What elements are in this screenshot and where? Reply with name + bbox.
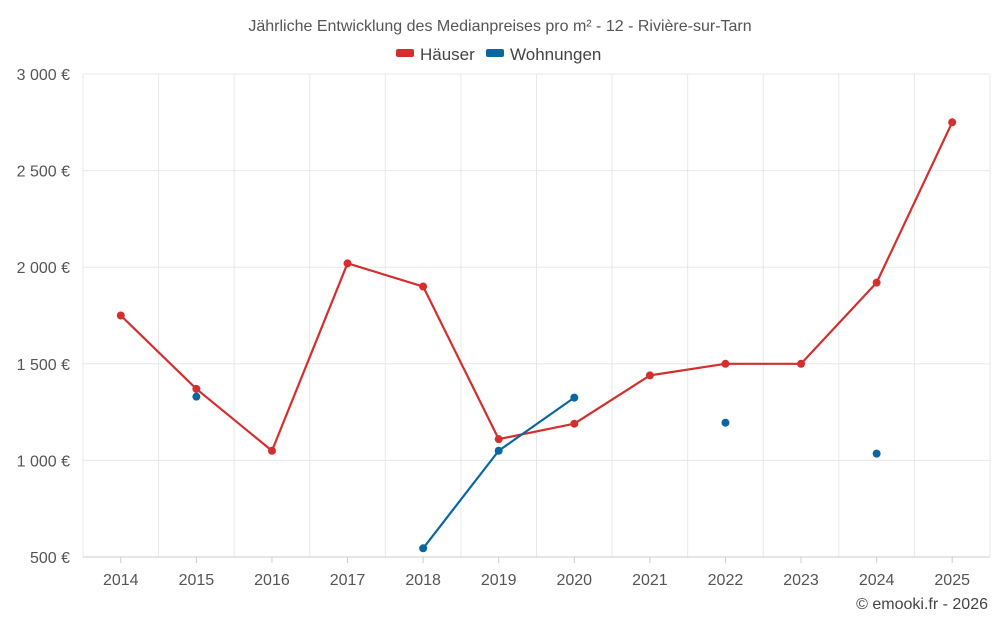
y-tick-label: 500 €	[30, 550, 70, 567]
legend-label[interactable]: Häuser	[420, 45, 475, 64]
data-point[interactable]	[192, 392, 201, 401]
data-point[interactable]	[267, 446, 276, 455]
y-tick-label: 1 000 €	[17, 453, 70, 470]
chart-title: Jährliche Entwicklung des Medianpreises …	[248, 18, 751, 35]
credit-text: © emooki.fr - 2026	[856, 596, 988, 613]
data-point[interactable]	[192, 384, 201, 393]
data-point[interactable]	[570, 419, 579, 428]
y-axis: 500 € 1 000 € 1 500 € 2 000 € 2 500 € 3 000 €	[17, 67, 70, 567]
x-tick-label: 2018	[405, 572, 441, 589]
x-axis: 2014 2015 2016 2017 2018 2019 2020 2021 2022 2023…	[83, 556, 990, 589]
x-tick-label: 2017	[330, 572, 366, 589]
x-tick-label: 2014	[103, 572, 139, 589]
y-tick-label: 1 500 €	[17, 357, 70, 374]
data-point[interactable]	[872, 278, 881, 287]
data-point[interactable]	[721, 418, 730, 427]
x-tick-label: 2016	[254, 572, 290, 589]
data-point[interactable]	[494, 435, 503, 444]
grid-lines	[82, 73, 991, 558]
legend-swatch	[486, 49, 504, 57]
series-line-haeuser	[120, 121, 954, 452]
data-point[interactable]	[645, 371, 654, 380]
series-line-wohnungen	[423, 398, 877, 549]
data-point[interactable]	[872, 449, 881, 458]
legend-label[interactable]: Wohnungen	[510, 45, 601, 64]
x-tick-label: 2020	[556, 572, 592, 589]
legend: Häuser Wohnungen	[396, 45, 601, 64]
data-point[interactable]	[343, 259, 352, 268]
x-tick-label: 2019	[481, 572, 517, 589]
data-point[interactable]	[419, 544, 428, 553]
x-tick-label: 2025	[934, 572, 970, 589]
y-tick-label: 3 000 €	[17, 67, 70, 84]
x-tick-label: 2022	[708, 572, 744, 589]
y-tick-label: 2 000 €	[17, 260, 70, 277]
series-group	[116, 118, 957, 553]
data-point[interactable]	[116, 311, 125, 320]
x-tick-label: 2021	[632, 572, 668, 589]
data-point[interactable]	[570, 393, 579, 402]
data-point[interactable]	[419, 282, 428, 291]
data-point[interactable]	[494, 446, 503, 455]
x-tick-label: 2024	[859, 572, 895, 589]
x-tick-label: 2015	[179, 572, 215, 589]
data-point[interactable]	[948, 118, 957, 127]
data-point[interactable]	[797, 359, 806, 368]
legend-swatch	[396, 49, 414, 57]
x-tick-label: 2023	[783, 572, 819, 589]
data-point[interactable]	[721, 359, 730, 368]
y-tick-label: 2 500 €	[17, 164, 70, 181]
